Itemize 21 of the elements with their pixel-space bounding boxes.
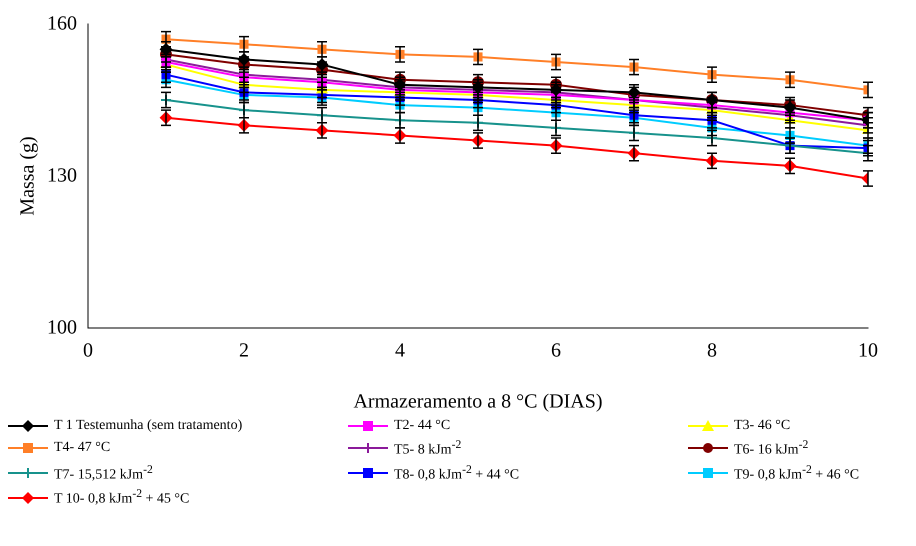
legend-label: T3- 46 °C: [734, 418, 790, 434]
legend-label: T8- 0,8 kJm$^{-2}$ + 44 °C: [394, 462, 520, 484]
legend-label: T4- 47 °C: [54, 440, 110, 456]
legend-label: T2- 44 °C: [394, 418, 450, 434]
x-tick-label: 4: [395, 339, 405, 362]
x-axis-title: Armazeramento a 8 °C (DIAS): [353, 390, 603, 412]
x-tick-label: 10: [858, 339, 878, 362]
legend-label: T5- 8 kJm$^{-2}$: [394, 438, 462, 459]
y-tick-label: 130: [47, 164, 77, 186]
x-tick-label: 6: [551, 339, 561, 362]
x-tick-label: 0: [83, 339, 93, 362]
legend-label: T9- 0,8 kJm$^{-2}$ + 46 °C: [734, 462, 860, 484]
y-axis-title: Massa (g): [16, 136, 38, 216]
y-tick-label: 100: [47, 316, 77, 338]
legend-label: T 10- 0,8 kJm$^{-2}$ + 45 °C: [54, 487, 190, 508]
x-tick-label: 8: [707, 339, 717, 362]
y-tick-label: 160: [47, 12, 77, 34]
legend-label: T6- 16 kJm$^{-2}$: [734, 438, 808, 459]
legend-label: T 1 Testemunha (sem tratamento): [54, 418, 242, 434]
legend-label: T7- 15,512 kJm$^{-2}$: [54, 462, 153, 484]
x-tick-label: 2: [239, 339, 249, 362]
